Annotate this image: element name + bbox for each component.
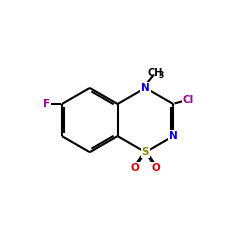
Text: N: N [141,83,150,93]
Text: F: F [43,99,50,109]
Text: 3: 3 [158,71,164,80]
Text: CH: CH [147,68,162,78]
Text: O: O [152,162,160,172]
Text: Cl: Cl [183,94,194,104]
Text: S: S [142,147,149,157]
Text: O: O [131,162,140,172]
Text: N: N [169,131,177,141]
